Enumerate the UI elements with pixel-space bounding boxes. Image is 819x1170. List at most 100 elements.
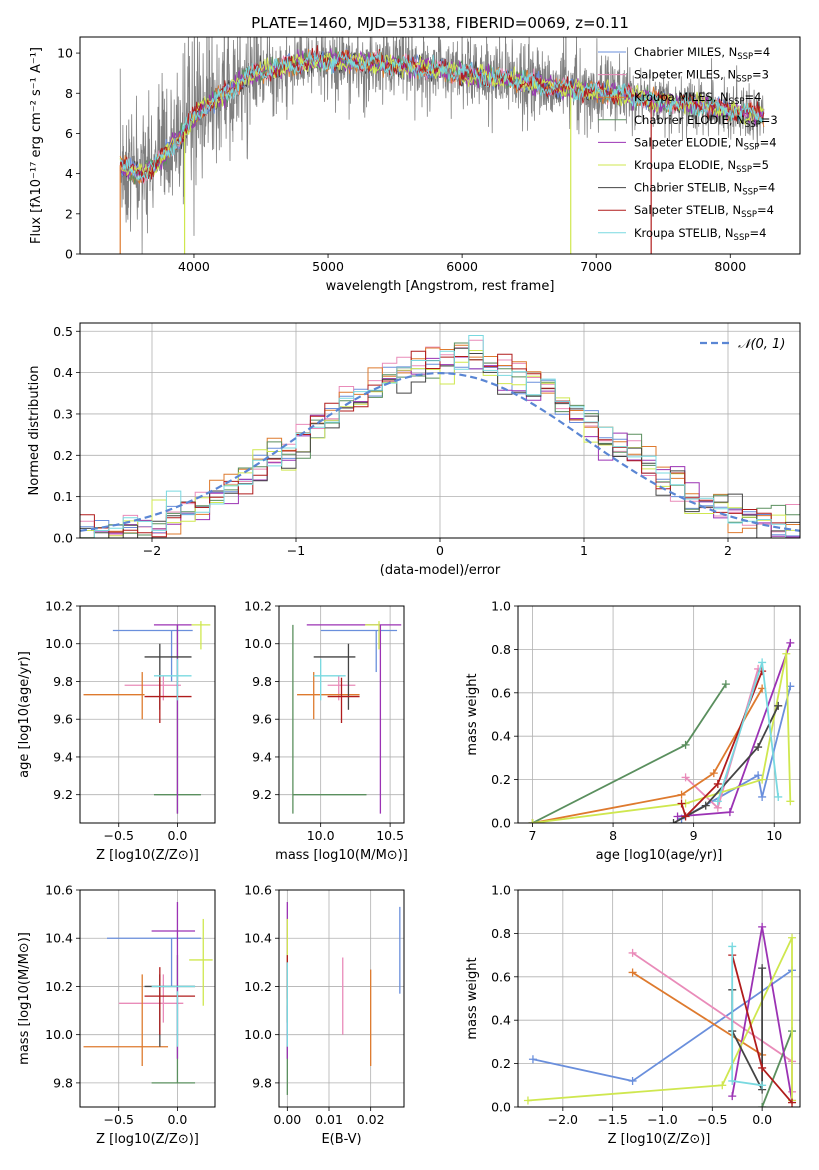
y-tick-label: 10.0: [244, 636, 272, 651]
legend-eq: =: [752, 158, 762, 172]
mass-weight-marker-7: [758, 1063, 767, 1072]
mass-weight-marker-8: [728, 1076, 737, 1085]
chart-age-vs-mass: 10.0 10.5 9.2 9.4 9.6 9.8 10.0 10.2 mass [log10(…: [244, 599, 408, 864]
mass-weight-series-2: [632, 971, 763, 1056]
x-tick-label: −1.5: [597, 1112, 627, 1127]
x-tick-label: −0.5: [104, 1112, 134, 1127]
legend-sep: , N: [729, 113, 745, 127]
axes-frame: [278, 889, 405, 1108]
mass-weight-marker-7: [681, 812, 690, 821]
axes-frame: [517, 605, 801, 824]
y-tick-label: 0.2: [53, 448, 73, 463]
legend-sub: SSP: [744, 142, 760, 152]
mass-weight-marker-8: [758, 1081, 767, 1090]
figure-title: PLATE=1460, MJD=53138, FIBERID=0069, z=0…: [251, 14, 629, 32]
mass-weight-marker-5: [523, 1096, 532, 1105]
y-tick-label: 6: [65, 126, 73, 141]
y-tick-label: 8: [65, 86, 73, 101]
legend-model-name: Chabrier STELIB: [634, 181, 726, 195]
x-tick-label: 0.0: [752, 1112, 772, 1127]
mass-weight-marker-4: [728, 1092, 737, 1101]
mass-weight-marker-0: [528, 1055, 537, 1064]
legend-nssp: 4: [767, 203, 774, 217]
legend-sep: , N: [713, 90, 729, 104]
y-tick-label: 0.0: [53, 531, 73, 546]
mass-weight-marker-1: [681, 773, 690, 782]
legend-reference-label: 𝒩(0, 1): [738, 337, 785, 352]
y-tick-label: 10.0: [45, 1027, 73, 1042]
legend-entry-0: Chabrier MILES, NSSP=4: [634, 45, 770, 62]
legend-entry-8: Kroupa STELIB, NSSP=4: [634, 226, 766, 243]
y-tick-label: 0.0: [491, 1100, 511, 1115]
x-tick-label: 0: [436, 543, 444, 558]
plot-area: [292, 621, 402, 814]
mass-weight-series-3: [761, 1030, 793, 1107]
axes-frame: [79, 36, 801, 255]
mass-weight-marker-3: [758, 1103, 767, 1107]
y-axis-label: mass [log10(M/M⊙)]: [17, 932, 32, 1065]
legend-eq: =: [761, 113, 771, 127]
mass-weight-marker-5: [786, 797, 795, 806]
legend-entry-7: Salpeter STELIB, NSSP=4: [634, 203, 774, 220]
y-axis-label: Normed distribution: [27, 366, 42, 496]
model-spectrum-7: [119, 45, 765, 183]
legend-sep: , N: [725, 203, 741, 217]
y-tick-label: 0.6: [491, 685, 511, 700]
y-tick-label: 0.3: [53, 406, 73, 421]
legend-eq: =: [757, 203, 767, 217]
legend-model-name: Chabrier ELODIE: [634, 113, 729, 127]
y-tick-label: 1.0: [491, 883, 511, 898]
y-tick-label: 9.8: [252, 1075, 272, 1090]
chart-mass-weight-vs-age: 7 8 9 10 0.0 0.2 0.4 0.6 0.8 1.0 age [log10(age/yr…: [465, 599, 801, 863]
plot-area: [523, 922, 797, 1107]
mass-weight-marker-5: [782, 649, 791, 658]
y-tick-label: 9.6: [53, 712, 73, 727]
chart-spectrum: 4000 5000 6000 7000 8000 0 2 4 6 8 10 wavelength [A…: [29, 36, 801, 294]
y-tick-label: 0: [65, 247, 73, 262]
x-axis-label: E(B-V): [321, 1132, 361, 1147]
y-tick-label: 10.6: [244, 883, 272, 898]
mass-weight-marker-8: [728, 942, 737, 951]
x-axis-label: wavelength [Angstrom, rest frame]: [326, 279, 555, 294]
x-tick-label: −0.5: [697, 1112, 727, 1127]
x-tick-label: −2.0: [548, 1112, 578, 1127]
x-tick-label: 6000: [446, 259, 478, 274]
y-tick-label: 10.4: [45, 931, 73, 946]
legend-entry-1: Salpeter MILES, NSSP=3: [634, 68, 769, 85]
y-tick-label: 10.4: [244, 931, 272, 946]
mass-weight-marker-6: [754, 743, 763, 752]
mass-weight-marker-8: [774, 792, 783, 801]
mass-weight-marker-3: [721, 680, 730, 689]
x-axis-label: Z [log10(Z/Z⊙)]: [96, 1132, 199, 1147]
x-axis-label: Z [log10(Z/Z⊙)]: [96, 848, 199, 863]
legend-nssp: 4: [768, 181, 775, 195]
histogram-7: [80, 350, 800, 538]
normal-reference-curve: [80, 371, 800, 532]
model-spectrum-3: [119, 47, 765, 185]
x-tick-label: −0.5: [104, 828, 134, 843]
y-tick-label: 1.0: [491, 599, 511, 614]
x-axis-label: age [log10(age/yr)]: [596, 848, 723, 863]
mass-weight-marker-4: [673, 812, 682, 821]
mass-weight-marker-7: [677, 799, 686, 808]
legend-entry-4: Salpeter ELODIE, NSSP=4: [634, 135, 777, 152]
mass-weight-marker-5: [788, 933, 797, 942]
x-tick-label: 7000: [580, 259, 612, 274]
legend-nssp: 4: [759, 226, 766, 240]
mass-weight-series-7: [680, 670, 763, 819]
y-tick-label: 0.5: [53, 324, 73, 339]
mass-weight-marker-2: [677, 790, 686, 799]
y-axis-label: Flux [fλ10⁻¹⁷ erg cm⁻² s⁻¹ A⁻¹]: [29, 47, 44, 244]
mass-weight-marker-0: [758, 792, 767, 801]
y-tick-label: 9.2: [252, 787, 272, 802]
mass-weight-marker-5: [528, 819, 537, 823]
x-tick-label: 10.5: [376, 828, 404, 843]
legend-sub: SSP: [741, 210, 757, 220]
x-tick-label: 4000: [178, 259, 210, 274]
y-axis-label: mass weight: [465, 957, 480, 1039]
y-tick-label: 0.8: [491, 642, 511, 657]
legend-model-name: Salpeter MILES: [634, 68, 720, 82]
x-axis-label: Z [log10(Z/Z⊙)]: [608, 1132, 711, 1147]
x-axis-label: (data-model)/error: [380, 563, 501, 578]
y-tick-label: 9.8: [252, 674, 272, 689]
